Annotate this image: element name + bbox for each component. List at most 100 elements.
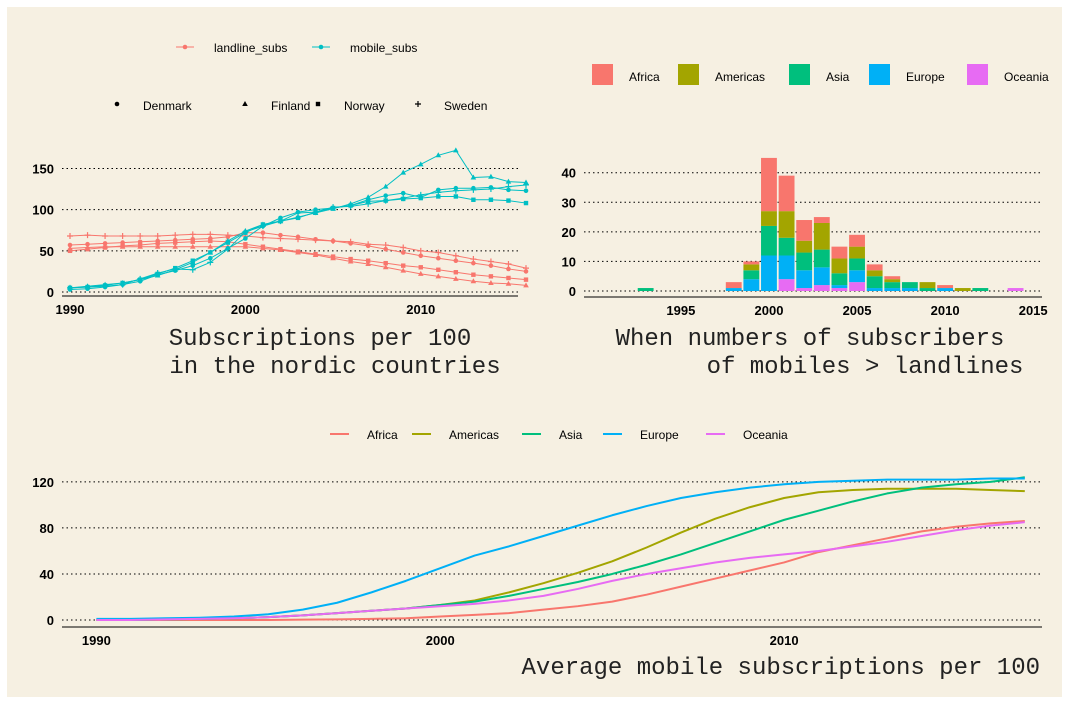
data-point xyxy=(471,260,476,266)
data-point xyxy=(189,231,196,238)
bar-segment-europe xyxy=(813,267,830,286)
bar-segment-europe xyxy=(743,279,760,291)
data-point xyxy=(417,247,424,254)
data-point xyxy=(295,236,301,243)
data-point xyxy=(190,263,196,268)
bar-segment-africa xyxy=(831,246,848,259)
data-point xyxy=(453,275,459,281)
bar-segment-oceania xyxy=(849,282,865,291)
legend-shape-key xyxy=(114,101,120,107)
data-point xyxy=(259,234,266,241)
data-point xyxy=(470,186,477,193)
data-point xyxy=(400,267,407,273)
data-point xyxy=(137,233,144,239)
data-point xyxy=(172,265,179,272)
data-point xyxy=(154,243,161,249)
bar-segment-africa xyxy=(849,234,865,247)
chart-caption: Subscriptions per 100 xyxy=(169,326,471,353)
bar-segment-oceania xyxy=(831,288,848,291)
data-point xyxy=(67,284,73,291)
legend-shape-key xyxy=(315,101,321,107)
y-tick-label: 40 xyxy=(40,567,54,582)
data-point xyxy=(523,265,529,272)
x-tick-label: 2000 xyxy=(755,303,784,318)
bar-segment-americas xyxy=(796,240,813,253)
legend-label: Asia xyxy=(559,428,583,442)
data-point xyxy=(155,241,160,246)
data-point xyxy=(452,187,459,194)
data-point xyxy=(453,194,459,199)
bar-segment-europe xyxy=(725,288,742,291)
bar-segment-africa xyxy=(761,157,777,212)
data-point xyxy=(295,215,301,221)
data-point xyxy=(435,273,442,279)
data-point xyxy=(505,178,512,184)
legend-shape-key xyxy=(242,101,248,106)
data-point xyxy=(488,173,494,179)
data-point xyxy=(348,256,353,262)
bar-segment-asia xyxy=(884,282,901,289)
legend-label: Finland xyxy=(271,99,310,113)
data-point xyxy=(382,242,389,249)
chart-caption: When numbers of subscribers xyxy=(616,326,1005,353)
data-point xyxy=(436,267,441,272)
bar-segment-asia xyxy=(813,249,830,268)
data-point xyxy=(137,275,144,282)
data-point xyxy=(471,197,476,202)
y-tick-label: 30 xyxy=(562,195,576,210)
legend-shape-key xyxy=(415,101,421,107)
chart-panel xyxy=(7,7,1062,697)
data-point xyxy=(505,261,512,267)
legend-label: Europe xyxy=(906,70,945,84)
data-point xyxy=(67,233,73,239)
bar-segment-europe xyxy=(796,270,813,289)
data-point xyxy=(312,209,319,216)
data-point xyxy=(208,250,213,255)
data-point xyxy=(347,203,354,210)
data-point xyxy=(506,275,511,281)
series-line-asia xyxy=(96,476,1025,621)
data-point xyxy=(225,240,231,245)
data-point xyxy=(208,255,213,261)
bar-segment-asia xyxy=(743,270,760,280)
bar-segment-americas xyxy=(778,211,795,238)
data-point xyxy=(382,264,389,270)
legend-label: Americas xyxy=(449,428,499,442)
data-point xyxy=(190,239,195,244)
data-point xyxy=(102,241,108,246)
data-point xyxy=(435,152,442,158)
data-point xyxy=(85,241,90,247)
data-point xyxy=(330,254,336,259)
bar-segment-americas xyxy=(884,279,901,283)
data-point xyxy=(383,193,388,198)
data-point xyxy=(383,260,388,266)
bar-segment-asia xyxy=(831,273,848,286)
legend-key-point xyxy=(318,44,324,50)
data-point xyxy=(488,197,494,202)
data-point xyxy=(470,174,477,180)
x-tick-label: 1990 xyxy=(56,302,85,317)
bar-segment-africa xyxy=(725,282,742,289)
bar-segment-americas xyxy=(849,246,865,259)
bar-segment-asia xyxy=(778,237,795,256)
data-point xyxy=(400,244,407,251)
data-point xyxy=(173,240,178,245)
bar-segment-europe xyxy=(761,255,777,291)
data-point xyxy=(488,274,494,279)
data-point xyxy=(506,266,511,272)
bar-segment-africa xyxy=(778,175,795,212)
data-point xyxy=(154,233,161,239)
bar-segment-africa xyxy=(937,285,954,289)
bar-segment-americas xyxy=(743,264,760,271)
bar-segment-oceania xyxy=(796,288,813,291)
data-point xyxy=(295,249,301,254)
data-point xyxy=(383,246,388,252)
bar-segment-europe xyxy=(849,270,865,283)
bar-segment-asia xyxy=(849,258,865,271)
data-point xyxy=(471,272,476,277)
data-point xyxy=(102,245,108,250)
data-point xyxy=(172,232,179,239)
legend-label: Denmark xyxy=(143,99,193,113)
legend-label: Oceania xyxy=(743,428,788,442)
